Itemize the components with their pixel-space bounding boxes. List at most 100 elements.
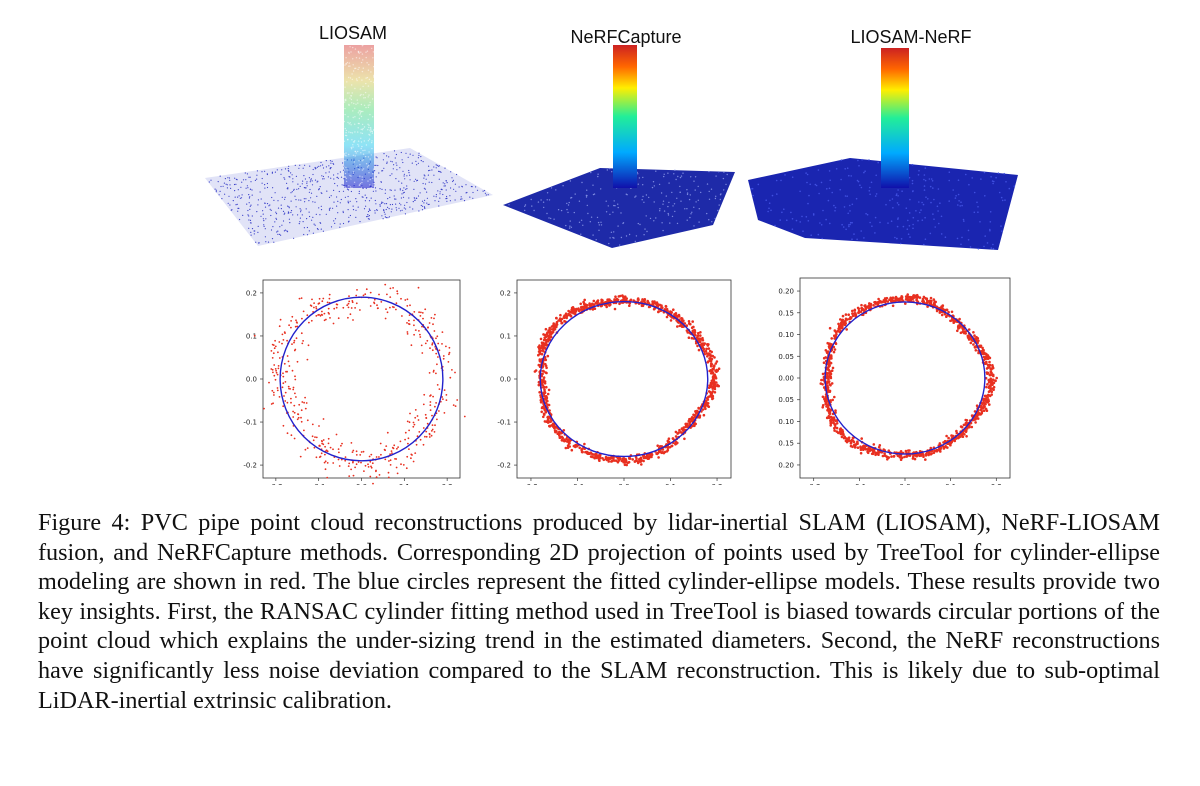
projected-point [713, 391, 717, 394]
cloud-point [265, 241, 267, 243]
cloud-point [422, 182, 424, 185]
cloud-point [401, 159, 403, 161]
projected-point [346, 304, 349, 307]
liosam-ground-dots [208, 150, 489, 244]
cloud-point [347, 121, 349, 124]
projected-point [318, 302, 321, 305]
projected-point [448, 351, 451, 354]
cloud-point [774, 224, 776, 227]
cloud-point [344, 196, 346, 198]
cloud-point [424, 199, 426, 201]
cloud-point [905, 207, 908, 209]
projected-point [853, 446, 857, 449]
cloud-point [413, 188, 415, 190]
x-tick-label: 0.2 [991, 483, 1002, 485]
cloud-point [304, 178, 306, 180]
projected-point [987, 386, 991, 389]
cloud-point [605, 200, 607, 202]
projected-point [424, 413, 427, 416]
cloud-point [380, 181, 382, 183]
cloud-point [653, 201, 655, 203]
projected-point [851, 445, 854, 449]
projected-point [580, 450, 584, 454]
projected-point [596, 454, 600, 457]
cloud-point [348, 92, 350, 94]
projected-point [670, 311, 673, 314]
projected-point [899, 458, 903, 461]
cloud-point [321, 175, 323, 177]
cloud-point [375, 156, 377, 158]
cloud-point [327, 176, 329, 178]
cloud-point [955, 195, 957, 197]
cloud-point [418, 152, 420, 154]
projected-point [883, 454, 887, 457]
cloud-point [372, 185, 374, 187]
cloud-point [567, 204, 570, 206]
cloud-point [352, 154, 355, 156]
cloud-point [236, 203, 238, 205]
cloud-point [848, 224, 850, 226]
projected-point [699, 334, 702, 337]
cloud-point [710, 188, 713, 190]
projected-point [365, 288, 368, 291]
plot-frame [799, 277, 1011, 479]
projected-point [833, 348, 837, 351]
cloud-point [933, 218, 935, 220]
y-tick-label: 0.15 [778, 440, 794, 448]
cloud-point [280, 208, 282, 210]
cloud-point [379, 205, 381, 207]
cloud-point [383, 211, 385, 213]
projected-point [428, 436, 431, 438]
cloud-point [350, 190, 352, 193]
cloud-point [364, 194, 366, 196]
cloud-point [248, 176, 250, 178]
cloud-point [342, 169, 345, 171]
cloud-point [929, 185, 932, 188]
projected-point [851, 312, 854, 315]
cloud-point [708, 219, 710, 221]
projected-point [607, 460, 610, 463]
projected-point [314, 436, 316, 438]
cloud-point [1008, 187, 1011, 190]
cloud-point [969, 246, 972, 248]
cloud-point [458, 186, 460, 188]
projected-point [425, 416, 428, 419]
cloud-point [977, 211, 979, 213]
cloud-point [404, 213, 406, 215]
projected-point [839, 321, 843, 325]
cloud-point [215, 191, 217, 193]
cloud-point [365, 106, 367, 109]
cloud-point [304, 164, 306, 166]
projected-point [301, 401, 304, 403]
cloud-point [223, 182, 225, 184]
cloud-point [320, 228, 322, 230]
cloud-point [802, 230, 804, 232]
projected-point [542, 370, 545, 373]
projected-point [712, 365, 716, 368]
cloud-point [263, 225, 265, 227]
projected-point [629, 298, 633, 302]
projected-point [431, 349, 434, 352]
cloud-point [328, 208, 330, 210]
cloud-point [224, 178, 226, 180]
cloud-point [372, 190, 374, 192]
cloud-point [350, 124, 352, 126]
projected-point [657, 310, 660, 314]
projected-point [640, 304, 644, 308]
cloud-point [404, 178, 406, 180]
cloud-point [440, 171, 442, 173]
projected-point [648, 455, 651, 459]
projected-point [580, 305, 584, 309]
cloud-point [277, 200, 279, 202]
cloud-point [348, 62, 350, 64]
cloud-point [367, 140, 370, 142]
cloud-point [799, 190, 801, 193]
cloud-point [339, 171, 341, 173]
projected-point [834, 409, 837, 412]
plot-nerfcapture: -0.2-0.10.00.10.20.20.10.0-0.1-0.2 [497, 279, 732, 485]
projected-point [985, 400, 989, 404]
cloud-point [256, 170, 258, 172]
projected-point [944, 444, 947, 448]
cloud-point [347, 189, 350, 191]
cloud-point [309, 215, 311, 218]
